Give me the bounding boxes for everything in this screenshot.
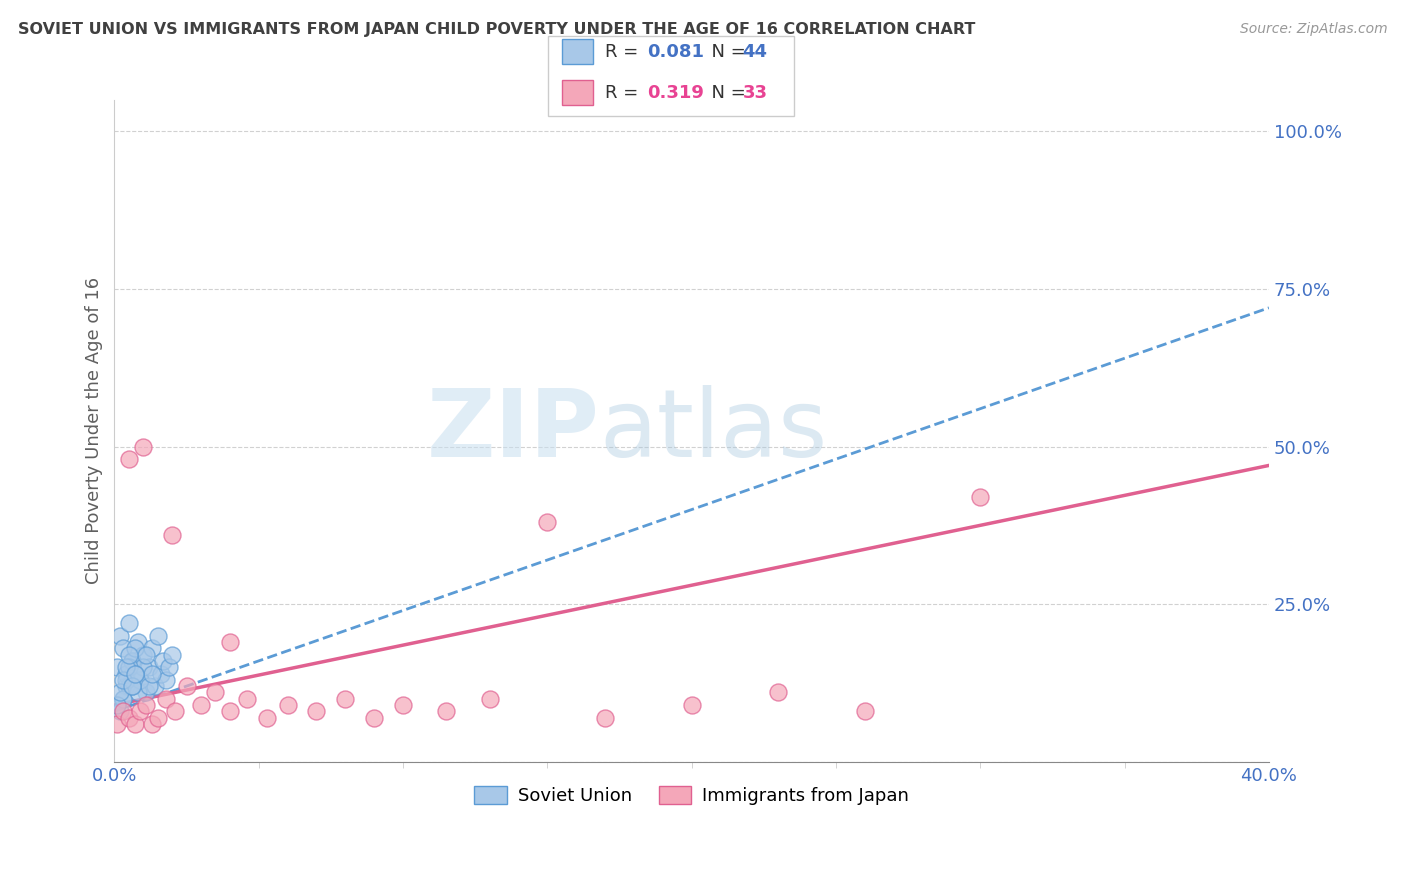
Text: ZIP: ZIP [426, 384, 599, 476]
Point [141, 717, 163, 731]
Point [434, 704, 457, 718]
Point [124, 666, 146, 681]
Point [536, 515, 558, 529]
Point [160, 648, 183, 662]
Point [141, 641, 163, 656]
Text: SOVIET UNION VS IMMIGRANTS FROM JAPAN CHILD POVERTY UNDER THE AGE OF 16 CORRELAT: SOVIET UNION VS IMMIGRANTS FROM JAPAN CH… [18, 22, 976, 37]
Point [108, 704, 131, 718]
Point [118, 679, 141, 693]
Text: atlas: atlas [599, 384, 828, 476]
Point [152, 654, 174, 668]
Point [132, 660, 155, 674]
Point [218, 635, 240, 649]
Point [138, 679, 160, 693]
Point [118, 711, 141, 725]
Point [115, 666, 138, 681]
Point [277, 698, 299, 712]
Y-axis label: Child Poverty Under the Age of 16: Child Poverty Under the Age of 16 [86, 277, 103, 584]
Point [305, 704, 328, 718]
Point [118, 452, 141, 467]
Point [768, 685, 790, 699]
Point [108, 629, 131, 643]
Text: 44: 44 [742, 43, 768, 61]
Point [160, 528, 183, 542]
Point [112, 704, 135, 718]
Text: 0.319: 0.319 [647, 84, 703, 102]
Point [190, 698, 212, 712]
Point [105, 660, 128, 674]
Point [135, 648, 157, 662]
Point [118, 615, 141, 630]
Point [969, 490, 991, 504]
Point [112, 673, 135, 687]
Text: 33: 33 [742, 84, 768, 102]
Point [129, 673, 152, 687]
Point [112, 691, 135, 706]
Point [141, 666, 163, 681]
Text: R =: R = [605, 84, 644, 102]
Point [124, 666, 146, 681]
Point [129, 704, 152, 718]
Point [146, 711, 169, 725]
Point [112, 691, 135, 706]
Point [478, 691, 501, 706]
Point [335, 691, 357, 706]
Text: N =: N = [700, 43, 752, 61]
Point [115, 679, 138, 693]
Point [121, 679, 143, 693]
Point [124, 641, 146, 656]
Point [115, 673, 138, 687]
Text: N =: N = [700, 84, 752, 102]
Point [112, 641, 135, 656]
Point [129, 673, 152, 687]
Point [135, 685, 157, 699]
Point [118, 648, 141, 662]
Legend: Soviet Union, Immigrants from Japan: Soviet Union, Immigrants from Japan [467, 779, 917, 813]
Text: R =: R = [605, 43, 644, 61]
Point [149, 666, 172, 681]
Text: Source: ZipAtlas.com: Source: ZipAtlas.com [1240, 22, 1388, 37]
Point [121, 679, 143, 693]
Point [681, 698, 703, 712]
Point [108, 685, 131, 699]
Point [124, 666, 146, 681]
Point [143, 679, 166, 693]
Point [853, 704, 876, 718]
Point [392, 698, 415, 712]
Point [218, 704, 240, 718]
Point [176, 679, 198, 693]
Point [593, 711, 616, 725]
Point [157, 660, 180, 674]
Point [132, 648, 155, 662]
Point [121, 654, 143, 668]
Point [132, 440, 155, 454]
Point [146, 629, 169, 643]
Point [236, 691, 259, 706]
Point [124, 717, 146, 731]
Point [155, 691, 177, 706]
Point [127, 635, 149, 649]
Point [363, 711, 385, 725]
Text: 0.081: 0.081 [647, 43, 704, 61]
Point [105, 698, 128, 712]
Point [155, 673, 177, 687]
Point [256, 711, 278, 725]
Point [127, 685, 149, 699]
Point [105, 717, 128, 731]
Point [138, 660, 160, 674]
Point [118, 660, 141, 674]
Point [163, 704, 186, 718]
Point [121, 654, 143, 668]
Point [115, 660, 138, 674]
Point [204, 685, 226, 699]
Point [135, 698, 157, 712]
